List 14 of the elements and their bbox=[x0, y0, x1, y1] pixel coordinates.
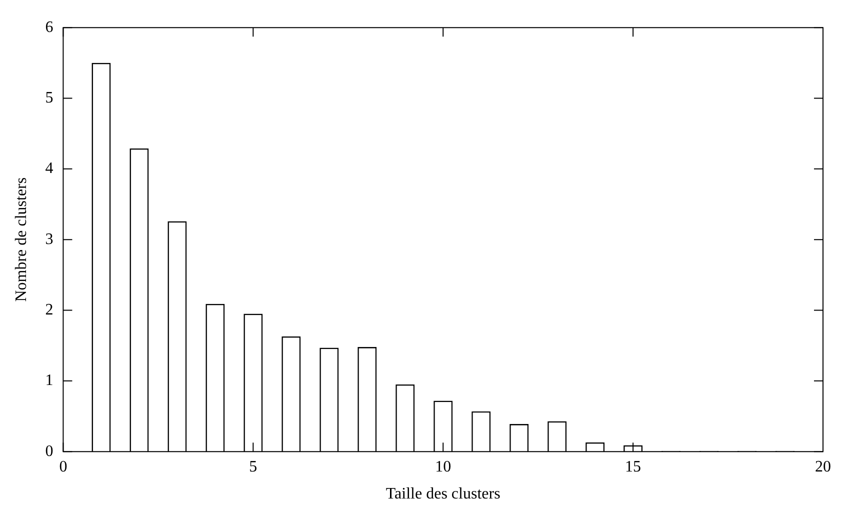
x-tick-label: 10 bbox=[435, 458, 452, 476]
y-tick-label: 2 bbox=[45, 301, 54, 318]
y-tick-label: 6 bbox=[45, 18, 54, 36]
y-tick-label: 5 bbox=[45, 89, 54, 106]
y-tick-label: 4 bbox=[45, 160, 54, 178]
x-tick-label: 15 bbox=[625, 458, 642, 476]
y-tick-label: 1 bbox=[45, 372, 54, 390]
x-tick-label: 5 bbox=[249, 458, 258, 476]
y-tick-label: 0 bbox=[45, 442, 54, 460]
x-axis-title: Taille des clusters bbox=[386, 486, 500, 503]
x-tick-label: 0 bbox=[59, 458, 68, 476]
y-tick-label: 3 bbox=[45, 230, 54, 248]
x-tick-label: 20 bbox=[815, 458, 831, 476]
y-axis-title: Nombre de clusters bbox=[12, 177, 30, 302]
